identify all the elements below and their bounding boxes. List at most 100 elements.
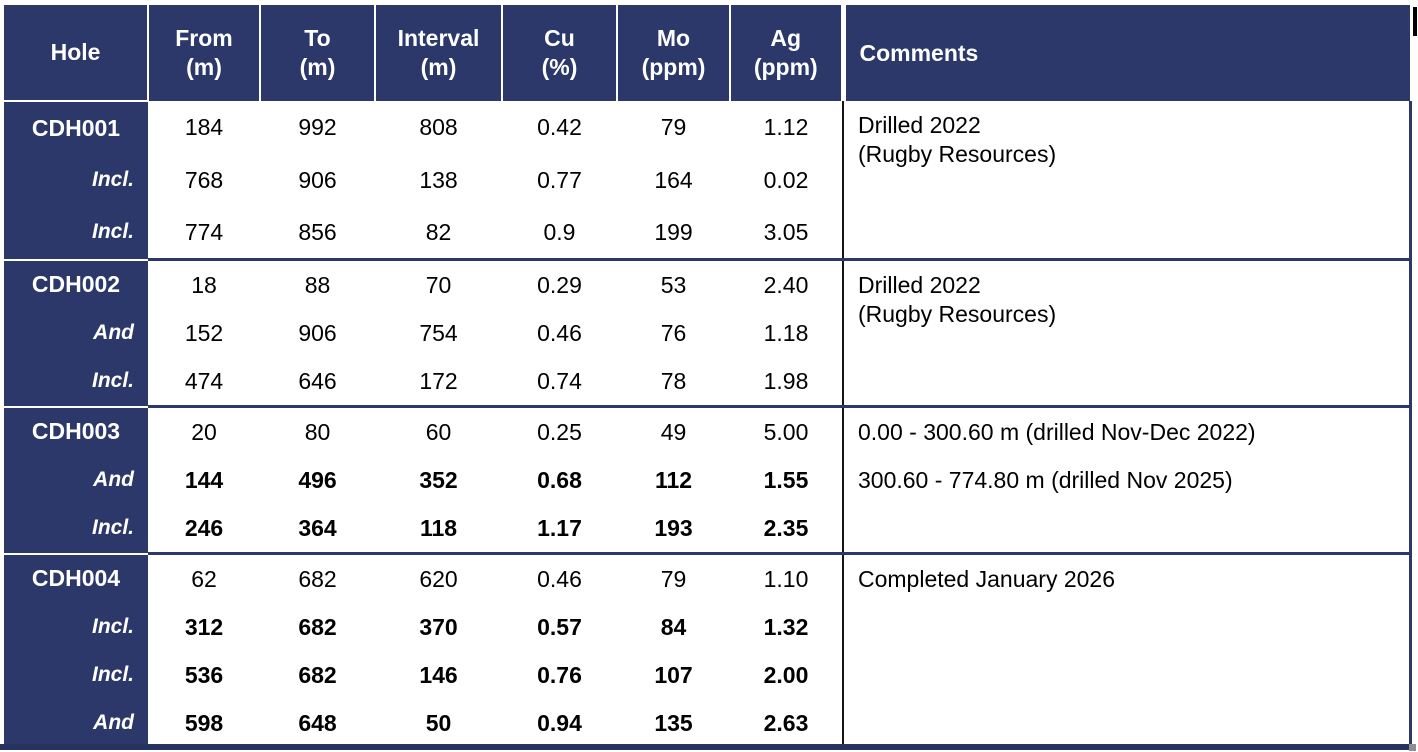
cell-interval: 70	[375, 258, 502, 309]
hole-sub-label-cell: And	[4, 699, 148, 747]
header-from: From (m)	[147, 5, 260, 101]
cell-ag: 2.63	[730, 699, 843, 747]
cell-ag: 3.05	[730, 206, 843, 260]
cell-cu: 0.68	[502, 456, 617, 504]
cell-cu: 0.76	[502, 651, 617, 699]
cell-mo: 78	[617, 357, 730, 407]
cell-mo: 193	[617, 504, 730, 554]
cell-from: 62	[148, 552, 260, 603]
cell-from: 246	[148, 504, 260, 554]
cell-cu: 0.74	[502, 357, 617, 407]
cell-interval: 370	[375, 603, 502, 651]
hole-sub-label-cell: Incl.	[4, 154, 148, 206]
cell-to: 992	[260, 101, 375, 154]
table-row: CDH004 62 682 620 0.46 79 1.10 Completed Januar…	[4, 552, 1412, 747]
header-hole-label: Hole	[50, 39, 101, 66]
comment-line: 0.00 - 300.60 m (drilled Nov-Dec 2022)	[858, 419, 1256, 445]
cell-mo: 49	[617, 405, 730, 456]
cell-ag: 1.18	[730, 309, 843, 357]
header-ag-unit: (ppm)	[753, 54, 818, 80]
header-cu-unit: (%)	[541, 54, 578, 80]
hole-sub-label-cell: Incl.	[4, 357, 148, 407]
table-row: Incl. 536 682 146 0.76 107 2.00	[4, 651, 1410, 699]
cell-mo: 199	[617, 206, 730, 260]
cell-mo: 79	[617, 101, 730, 154]
cell-interval: 118	[375, 504, 502, 554]
header-comments-label: Comments	[859, 39, 979, 66]
cell-interval: 808	[375, 101, 502, 154]
cell-cu: 0.94	[502, 699, 617, 747]
comment-line: 300.60 - 774.80 m (drilled Nov 2025)	[858, 467, 1233, 494]
cell-cu: 0.77	[502, 154, 617, 206]
cell-interval: 146	[375, 651, 502, 699]
hole-id-cell: CDH002	[4, 258, 148, 309]
comments-cell: Drilled 2022 (Rugby Resources)	[842, 101, 1412, 260]
table-row: Incl. 246 364 118 1.17 193 2.35	[4, 504, 1410, 554]
table-row: Incl. 312 682 370 0.57 84 1.32	[4, 603, 1410, 651]
cell-to: 648	[260, 699, 375, 747]
cell-mo: 107	[617, 651, 730, 699]
comments-cell: Completed January 2026	[842, 552, 1412, 747]
corner-artifact	[1409, 744, 1416, 751]
table-row: And 152 906 754 0.46 76 1.18	[4, 309, 1410, 357]
header-cu: Cu (%)	[501, 5, 617, 101]
cell-from: 152	[148, 309, 260, 357]
cell-interval: 60	[375, 405, 502, 456]
cell-from: 144	[148, 456, 260, 504]
drill-results-table: Hole From (m) To (m) Interval (m) Cu	[4, 5, 1412, 747]
cell-cu: 0.25	[502, 405, 617, 456]
cell-interval: 50	[375, 699, 502, 747]
cell-cu: 0.46	[502, 309, 617, 357]
cell-interval: 172	[375, 357, 502, 407]
cell-ag: 1.55	[730, 456, 843, 504]
cell-ag: 1.32	[730, 603, 843, 651]
table-row: CDH002 18 88 70 0.29 53 2.40 Drilled 2022 (Rugby…	[4, 258, 1412, 407]
cell-ag: 5.00	[730, 405, 843, 456]
cell-cu: 1.17	[502, 504, 617, 554]
header-to-label: To	[304, 25, 331, 52]
header-row: Hole From (m) To (m) Interval (m) Cu	[4, 5, 1410, 101]
top-right-edge-mark	[1413, 7, 1417, 36]
cell-to: 88	[260, 258, 375, 309]
hole-sub-label-cell: And	[4, 309, 148, 357]
hole-sub-label-cell: And	[4, 456, 148, 504]
hole-sub-label-cell: Incl.	[4, 603, 148, 651]
header-to-unit: (m)	[299, 54, 336, 80]
cell-to: 682	[260, 552, 375, 603]
cell-ag: 1.12	[730, 101, 843, 154]
cell-interval: 620	[375, 552, 502, 603]
hole-id-cell: CDH001	[4, 100, 148, 154]
comment-line: Drilled 2022	[858, 272, 981, 298]
cell-from: 774	[148, 206, 260, 260]
cell-from: 536	[148, 651, 260, 699]
table-body: CDH001 184 992 808 0.42 79 1.12 Drilled 2022 (Ru…	[4, 100, 1412, 747]
header-interval-label: Interval	[397, 25, 480, 52]
cell-to: 906	[260, 154, 375, 206]
cell-from: 312	[148, 603, 260, 651]
cell-from: 598	[148, 699, 260, 747]
cell-ag: 0.02	[730, 154, 843, 206]
cell-interval: 352	[375, 456, 502, 504]
header-interval-unit: (m)	[420, 54, 457, 80]
comment-line: (Rugby Resources)	[858, 141, 1057, 168]
hole-sub-label-cell: Incl.	[4, 651, 148, 699]
header-to: To (m)	[259, 5, 375, 101]
comment-line: Completed January 2026	[858, 566, 1115, 592]
cell-to: 906	[260, 309, 375, 357]
cell-mo: 135	[617, 699, 730, 747]
header-from-unit: (m)	[186, 54, 222, 80]
comment-line: Drilled 2022	[858, 112, 981, 138]
drill-results-table-container: Hole From (m) To (m) Interval (m) Cu	[4, 5, 1412, 747]
header-ag: Ag (ppm)	[729, 5, 843, 101]
cell-to: 80	[260, 405, 375, 456]
table-header: Hole From (m) To (m) Interval (m) Cu	[4, 5, 1410, 101]
table-row: CDH003 20 80 60 0.25 49 5.00 0.00 - 300.60 m (d…	[4, 405, 1412, 554]
cell-mo: 76	[617, 309, 730, 357]
cell-cu: 0.57	[502, 603, 617, 651]
table-row: CDH001 184 992 808 0.42 79 1.12 Drilled 2022 (Ru…	[4, 100, 1412, 260]
header-hole: Hole	[4, 5, 148, 101]
cell-from: 18	[148, 258, 260, 309]
cell-to: 364	[260, 504, 375, 554]
cell-mo: 53	[617, 258, 730, 309]
header-comments: Comments	[840, 5, 1410, 101]
